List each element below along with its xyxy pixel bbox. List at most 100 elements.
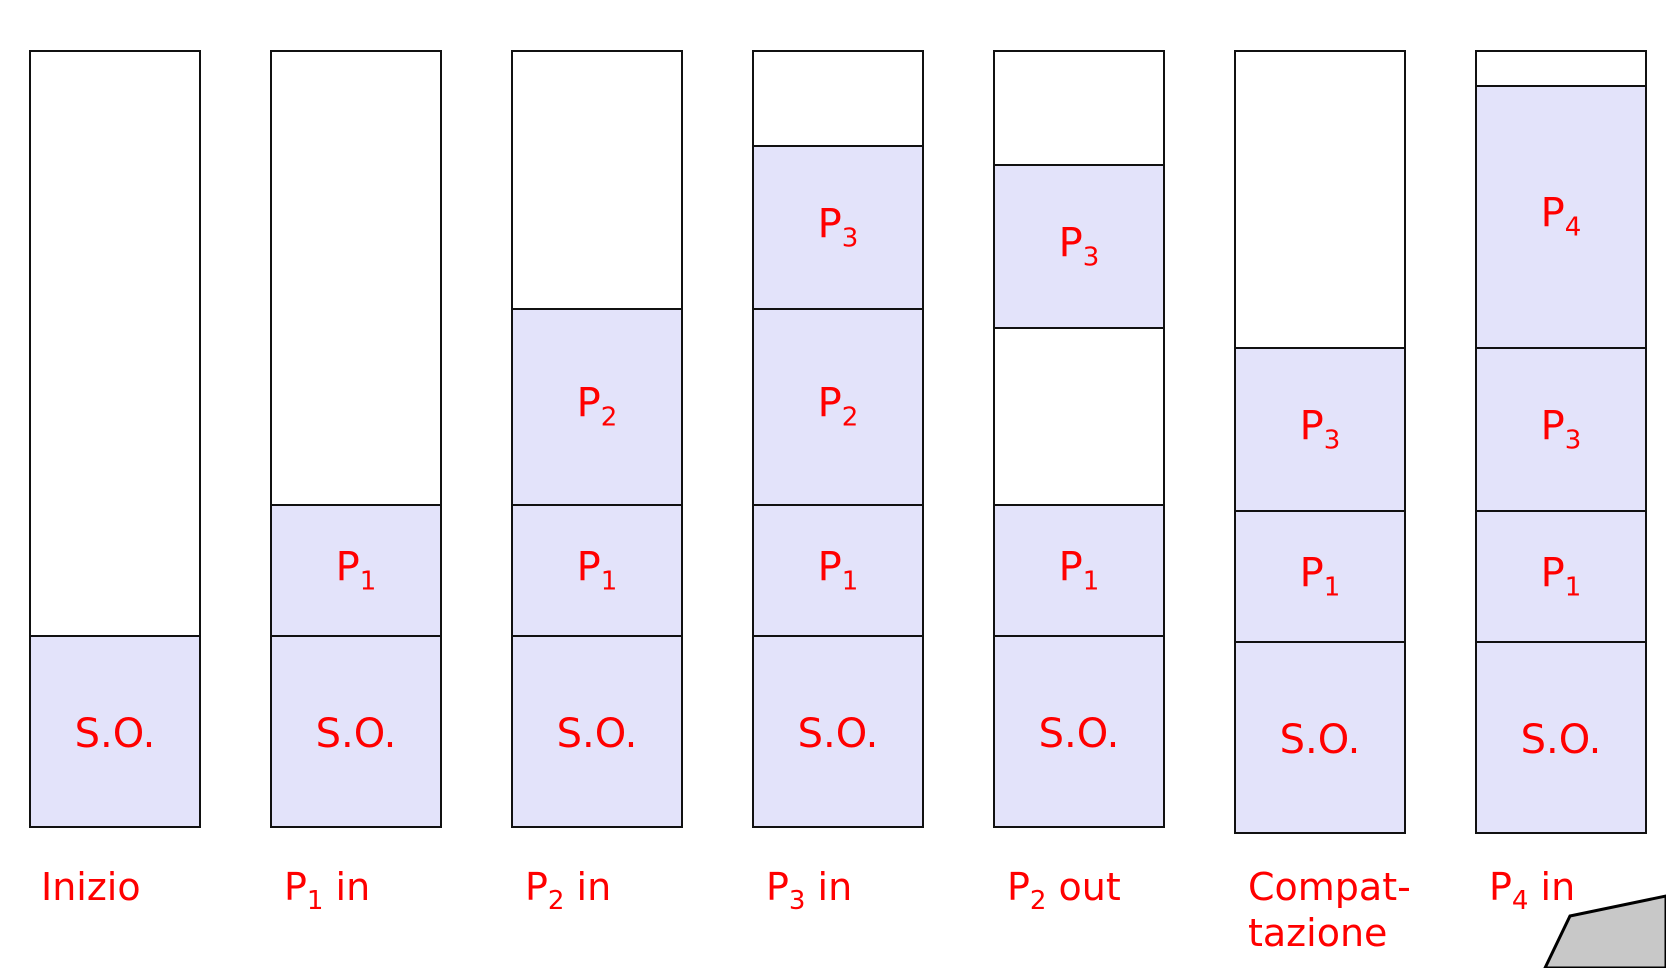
text: P xyxy=(1058,219,1083,266)
text: P xyxy=(1540,549,1565,596)
process-label: P1 xyxy=(1477,553,1645,600)
subscript: 3 xyxy=(1564,425,1582,456)
subscript: 2 xyxy=(600,402,618,433)
memory-bar: S.O. xyxy=(29,50,201,828)
os-label: S.O. xyxy=(315,710,397,757)
text: in xyxy=(564,865,612,909)
subscript: 3 xyxy=(1082,242,1100,273)
step-label: P2 out xyxy=(1007,864,1121,924)
memory-column-6: P3 P1 S.O. Compat-tazione xyxy=(1234,0,1411,968)
text: P xyxy=(335,543,360,590)
process-label: P4 xyxy=(1477,193,1645,240)
subscript: 1 xyxy=(1082,566,1100,597)
process-label: P1 xyxy=(272,547,440,594)
text: P xyxy=(1489,865,1512,909)
text: in xyxy=(323,865,371,909)
os-label: S.O. xyxy=(797,710,879,757)
text: P xyxy=(817,380,842,427)
text: out xyxy=(1046,865,1121,909)
memory-bar: P1 S.O. xyxy=(270,50,442,828)
process-label: P3 xyxy=(995,223,1163,270)
text: P xyxy=(1299,549,1324,596)
memory-column-3: P2 P1 S.O. P2 in xyxy=(511,0,683,968)
os-segment: S.O. xyxy=(754,635,922,826)
subscript: 1 xyxy=(359,566,377,597)
subscript: 2 xyxy=(547,886,565,917)
os-label: S.O. xyxy=(1279,716,1361,763)
subscript: 1 xyxy=(1564,572,1582,603)
os-segment: S.O. xyxy=(995,635,1163,826)
text: P xyxy=(1540,190,1565,237)
os-segment: S.O. xyxy=(1477,641,1645,832)
memory-column-4: P3 P2 P1 S.O. P3 in xyxy=(752,0,924,968)
text: P xyxy=(525,865,548,909)
memory-column-7: P4 P3 P1 S.O. P4 in xyxy=(1475,0,1647,968)
process-segment: P3 xyxy=(995,164,1163,327)
process-label: P1 xyxy=(995,547,1163,594)
text: P xyxy=(576,543,601,590)
os-segment: S.O. xyxy=(31,635,199,826)
step-label: Compat-tazione xyxy=(1248,864,1411,956)
text: P xyxy=(1299,402,1324,449)
process-label: P2 xyxy=(513,383,681,430)
process-segment: P1 xyxy=(1477,510,1645,641)
step-label: P3 in xyxy=(766,864,852,924)
process-segment: P1 xyxy=(272,504,440,635)
process-label: P1 xyxy=(1236,553,1404,600)
process-segment: P1 xyxy=(513,504,681,635)
process-segment: P2 xyxy=(754,308,922,504)
text: P xyxy=(817,543,842,590)
memory-bar: P3 P2 P1 S.O. xyxy=(752,50,924,828)
text: P xyxy=(1540,402,1565,449)
process-label: P1 xyxy=(754,547,922,594)
text: P xyxy=(284,865,307,909)
process-segment: P1 xyxy=(995,504,1163,635)
memory-column-2: P1 S.O. P1 in xyxy=(270,0,442,968)
os-label: S.O. xyxy=(1038,710,1120,757)
memory-column-5: P3 P1 S.O. P2 out xyxy=(993,0,1165,968)
process-label: P1 xyxy=(513,547,681,594)
os-label: S.O. xyxy=(1520,716,1602,763)
pointer-arrow-shape xyxy=(1543,894,1666,968)
subscript: 4 xyxy=(1564,212,1582,243)
subscript: 4 xyxy=(1511,886,1529,917)
subscript: 2 xyxy=(1029,886,1047,917)
process-segment: P3 xyxy=(1236,347,1404,510)
process-segment: P1 xyxy=(754,504,922,635)
text: P xyxy=(1058,543,1083,590)
subscript: 2 xyxy=(841,402,859,433)
process-label: P3 xyxy=(1477,406,1645,453)
memory-bar: P2 P1 S.O. xyxy=(511,50,683,828)
text: P xyxy=(576,380,601,427)
memory-bar: P3 P1 S.O. xyxy=(1234,50,1406,834)
memory-bar: P4 P3 P1 S.O. xyxy=(1475,50,1647,834)
process-segment: P2 xyxy=(513,308,681,504)
step-label: Inizio xyxy=(41,865,141,909)
text: in xyxy=(805,865,853,909)
os-label: S.O. xyxy=(74,710,156,757)
text: P xyxy=(1007,865,1030,909)
process-segment: P4 xyxy=(1477,85,1645,347)
free-segment xyxy=(995,327,1163,504)
text: P xyxy=(766,865,789,909)
process-label: P2 xyxy=(754,383,922,430)
step-label: P1 in xyxy=(284,864,370,924)
subscript: 1 xyxy=(841,566,859,597)
step-label: P4 in xyxy=(1489,864,1575,924)
subscript: 3 xyxy=(788,886,806,917)
os-segment: S.O. xyxy=(272,635,440,826)
subscript: 1 xyxy=(306,886,324,917)
subscript: 3 xyxy=(841,223,859,254)
subscript: 3 xyxy=(1323,425,1341,456)
step-label: P2 in xyxy=(525,864,611,924)
text: P xyxy=(817,200,842,247)
step-label-line2: tazione xyxy=(1248,911,1388,955)
os-segment: S.O. xyxy=(513,635,681,826)
memory-bar: P3 P1 S.O. xyxy=(993,50,1165,828)
text: in xyxy=(1528,865,1576,909)
process-segment: P3 xyxy=(1477,347,1645,510)
step-label-line1: Compat- xyxy=(1248,865,1411,909)
os-segment: S.O. xyxy=(1236,641,1404,832)
